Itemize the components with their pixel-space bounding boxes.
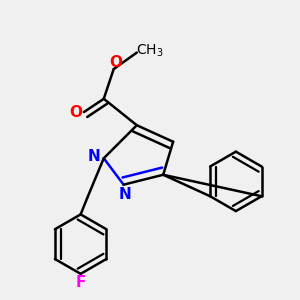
- Text: N: N: [119, 187, 132, 202]
- Text: N: N: [88, 149, 100, 164]
- Text: O: O: [109, 55, 122, 70]
- Text: F: F: [76, 274, 86, 290]
- Text: O: O: [69, 104, 82, 119]
- Text: CH$_3$: CH$_3$: [136, 43, 164, 59]
